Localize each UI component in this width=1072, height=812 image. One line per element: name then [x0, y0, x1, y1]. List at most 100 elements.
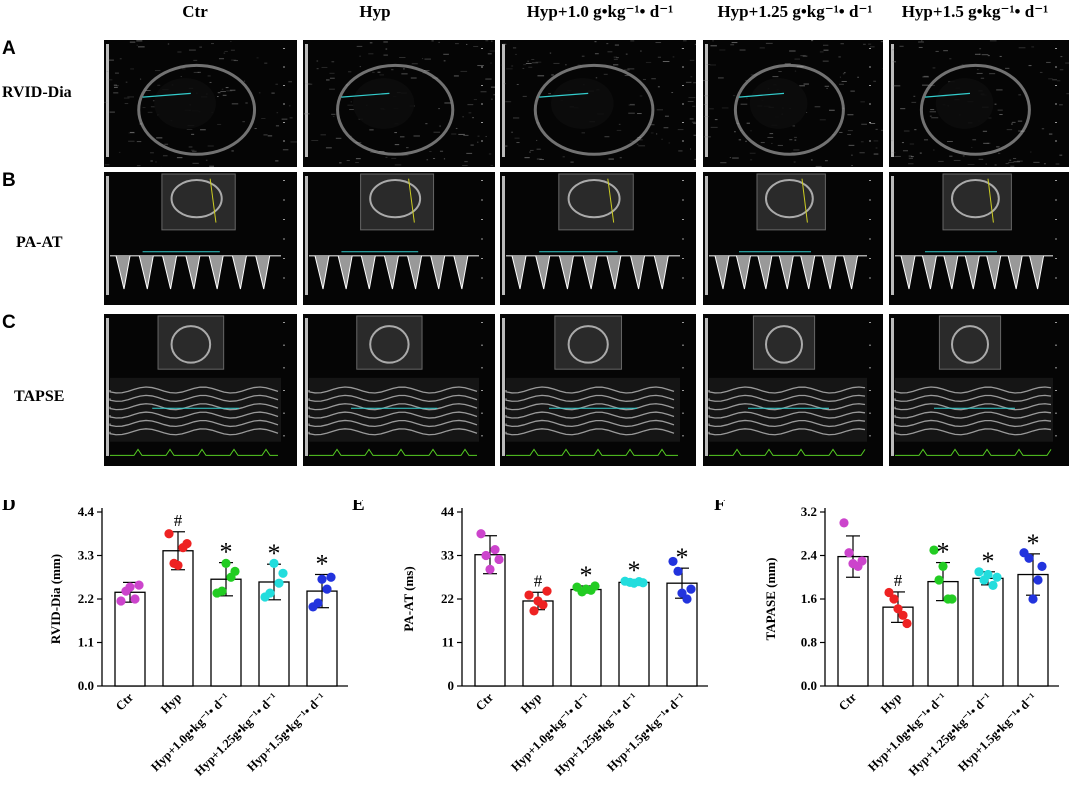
- significance-mark: *: [268, 539, 281, 568]
- x-category-label: Hyp+1.5g•kg⁻¹• d⁻¹: [955, 690, 1039, 774]
- ultrasound-image: [303, 40, 495, 167]
- y-tick-label: 11: [442, 635, 454, 650]
- column-header-hyp-1-0: Hyp+1.0 g•kg⁻¹• d⁻¹: [526, 2, 674, 21]
- column-header-hyp-1-5: Hyp+1.5 g•kg⁻¹• d⁻¹: [901, 2, 1049, 21]
- ultrasound-image: [500, 172, 696, 305]
- data-point: [269, 558, 279, 569]
- data-point: [322, 584, 332, 594]
- significance-mark: *: [628, 556, 641, 585]
- significance-mark: #: [174, 511, 183, 530]
- ultrasound-image: [889, 40, 1069, 167]
- data-point: [898, 610, 908, 620]
- data-point: [278, 568, 288, 578]
- x-category-label: Ctr: [113, 690, 136, 713]
- data-point: [494, 554, 504, 565]
- bar: [618, 581, 650, 687]
- panel-letter-d: D: [2, 500, 16, 515]
- data-point: [529, 606, 539, 616]
- x-category-label: Ctr: [836, 690, 859, 713]
- data-point: [992, 572, 1002, 582]
- data-point: [947, 594, 957, 604]
- data-point: [934, 575, 944, 585]
- ultrasound-image: [703, 172, 883, 305]
- x-category-label: Hyp+1.25g•kg⁻¹• d⁻¹: [906, 690, 994, 778]
- column-header-hyp: Hyp: [359, 2, 391, 21]
- significance-mark: #: [894, 571, 903, 590]
- x-category-label: Hyp+1.0g•kg⁻¹• d⁻¹: [865, 690, 949, 774]
- y-tick-label: 0.8: [801, 635, 818, 650]
- y-tick-label: 2.4: [801, 548, 818, 563]
- column-header-ctr: Ctr: [182, 2, 208, 21]
- data-point: [538, 600, 548, 610]
- y-tick-label: 2.2: [78, 591, 94, 606]
- row-label-rvid-dia: RVID-Dia: [2, 84, 72, 101]
- data-point: [590, 581, 600, 591]
- data-point: [974, 567, 984, 577]
- ultrasound-image: [104, 40, 297, 167]
- y-axis-label: TAPASE (mm): [763, 558, 778, 641]
- data-point: [983, 569, 993, 580]
- significance-mark: *: [676, 543, 689, 572]
- column-header-hyp-1-25: Hyp+1.25 g•kg⁻¹• d⁻¹: [717, 2, 873, 21]
- y-axis-label: PA-AT (ms): [401, 566, 416, 631]
- data-point: [929, 545, 939, 555]
- ultrasound-image: [500, 314, 696, 466]
- bar: [162, 550, 194, 687]
- row-label-tapse: TAPSE: [14, 388, 65, 405]
- data-point: [893, 604, 903, 614]
- significance-mark: *: [580, 561, 593, 590]
- data-point: [1028, 594, 1038, 604]
- data-point: [485, 564, 495, 574]
- data-point: [221, 558, 231, 569]
- bar: [972, 577, 1004, 687]
- ultrasound-image: [889, 314, 1069, 466]
- data-point: [125, 582, 135, 592]
- data-point: [988, 580, 998, 591]
- ultrasound-image: [303, 314, 495, 466]
- data-point: [638, 578, 648, 588]
- data-point: [217, 586, 227, 596]
- x-category-label: Hyp: [518, 690, 544, 716]
- x-category-label: Ctr: [473, 690, 496, 713]
- data-point: [1024, 553, 1034, 563]
- y-tick-label: 3.2: [801, 504, 817, 519]
- data-point: [182, 539, 192, 549]
- y-tick-label: 1.6: [801, 591, 818, 606]
- data-point: [668, 556, 678, 567]
- data-point: [884, 587, 894, 598]
- x-category-label: Hyp+1.25g•kg⁻¹• d⁻¹: [552, 690, 640, 778]
- bar-charts: D 0.0 1.1 2.2 3.3 4.4 RVID-Dia (mm) Ctr # Hyp * Hyp…: [2, 500, 1059, 779]
- panel-letter-a: A: [2, 38, 16, 59]
- data-point: [686, 584, 696, 594]
- significance-mark: *: [316, 549, 329, 578]
- bar: [474, 554, 506, 687]
- panel-letter-c: C: [2, 312, 16, 333]
- ultrasound-image: [889, 172, 1069, 305]
- panel-letter-b: B: [2, 170, 16, 191]
- significance-mark: #: [534, 571, 543, 590]
- ultrasound-image: [303, 172, 495, 305]
- data-point: [164, 529, 174, 539]
- data-point: [317, 574, 327, 584]
- data-point: [481, 550, 491, 561]
- significance-mark: *: [937, 538, 950, 567]
- bar: [570, 588, 602, 687]
- ultrasound-image: [104, 172, 297, 305]
- ultrasound-image: [703, 314, 883, 466]
- row-label-pa-at: PA-AT: [16, 234, 63, 251]
- bar: [666, 582, 698, 687]
- data-point: [524, 590, 534, 600]
- bar: [837, 555, 869, 687]
- data-point: [274, 578, 284, 588]
- data-point: [116, 596, 126, 606]
- data-point: [844, 548, 854, 558]
- data-point: [230, 566, 240, 576]
- y-tick-label: 1.1: [78, 635, 94, 650]
- data-point: [173, 560, 183, 570]
- bar: [114, 591, 146, 687]
- data-point: [542, 586, 552, 596]
- data-point: [889, 594, 899, 604]
- data-point: [857, 556, 867, 566]
- data-point: [938, 561, 948, 571]
- y-tick-label: 4.4: [78, 504, 95, 519]
